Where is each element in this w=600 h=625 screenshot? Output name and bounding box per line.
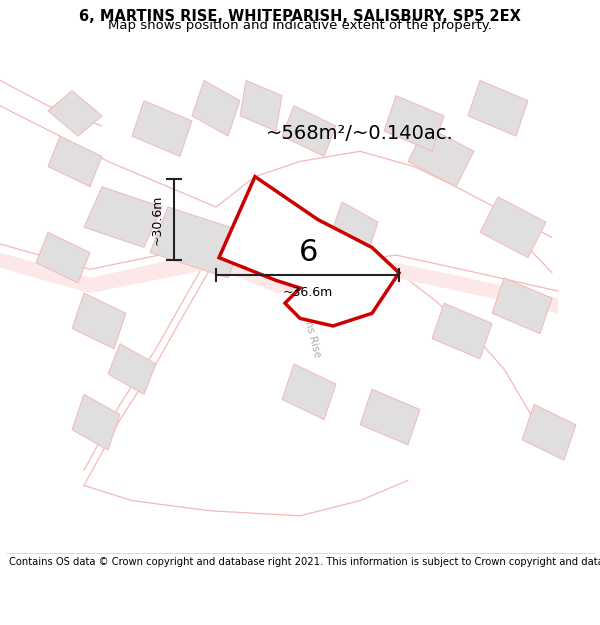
Text: Contains OS data © Crown copyright and database right 2021. This information is : Contains OS data © Crown copyright and d…	[9, 557, 600, 567]
Polygon shape	[384, 96, 444, 151]
Polygon shape	[108, 344, 156, 394]
Polygon shape	[468, 81, 528, 136]
Text: ~36.6m: ~36.6m	[283, 286, 332, 299]
Text: 6, MARTINS RISE, WHITEPARISH, SALISBURY, SP5 2EX: 6, MARTINS RISE, WHITEPARISH, SALISBURY,…	[79, 9, 521, 24]
Polygon shape	[432, 303, 492, 359]
Polygon shape	[0, 250, 216, 293]
Polygon shape	[360, 389, 420, 445]
Polygon shape	[240, 81, 282, 131]
Polygon shape	[480, 197, 546, 258]
Polygon shape	[330, 202, 378, 258]
Text: Martins Rise: Martins Rise	[296, 294, 322, 358]
Polygon shape	[72, 394, 120, 450]
Text: ~30.6m: ~30.6m	[150, 194, 163, 245]
Polygon shape	[150, 207, 246, 278]
Polygon shape	[48, 91, 102, 136]
Polygon shape	[282, 364, 336, 419]
Text: Map shows position and indicative extent of the property.: Map shows position and indicative extent…	[108, 19, 492, 32]
Text: 6: 6	[299, 238, 319, 267]
Polygon shape	[192, 81, 240, 136]
Polygon shape	[492, 278, 552, 334]
Polygon shape	[36, 232, 90, 283]
Polygon shape	[408, 126, 474, 187]
Text: ~568m²/~0.140ac.: ~568m²/~0.140ac.	[266, 124, 454, 143]
Polygon shape	[219, 177, 399, 326]
Polygon shape	[72, 293, 126, 349]
Polygon shape	[282, 106, 336, 156]
Polygon shape	[522, 404, 576, 460]
Polygon shape	[84, 187, 162, 248]
Polygon shape	[132, 101, 192, 156]
Polygon shape	[216, 250, 558, 313]
Polygon shape	[48, 136, 102, 187]
